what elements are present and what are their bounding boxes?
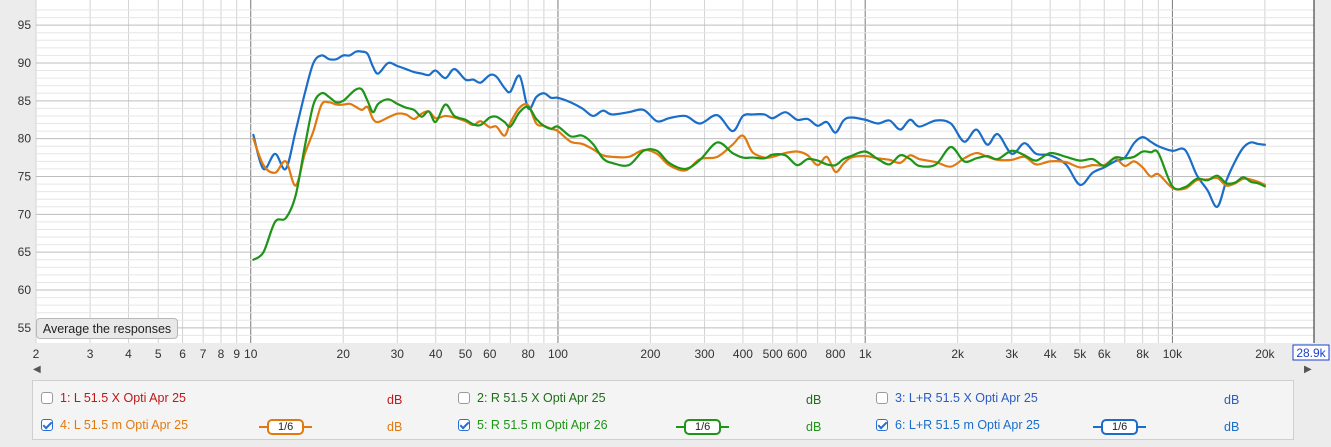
legend-unit-6: dB (1224, 420, 1240, 434)
scroll-left-icon[interactable]: ◀ (33, 364, 41, 375)
scroll-right-icon[interactable]: ▶ (1304, 364, 1312, 375)
legend-item-2[interactable]: 2: R 51.5 X Opti Apr 25 (458, 391, 606, 405)
legend-unit-1: dB (387, 393, 403, 407)
plot-area (36, 0, 1314, 343)
x-tick-label: 500 (763, 347, 783, 361)
legend-label-4: 4: L 51.5 m Opti Apr 25 (60, 418, 189, 432)
x-tick-label: 10k (1163, 347, 1183, 361)
legend-item-3[interactable]: 3: L+R 51.5 X Opti Apr 25 (876, 391, 1038, 405)
y-tick-label: 90 (18, 56, 32, 70)
x-tick-label: 6k (1098, 347, 1112, 361)
legend-item-1[interactable]: 1: L 51.5 X Opti Apr 25 (41, 391, 186, 405)
y-tick-label: 95 (18, 18, 32, 32)
legend-label-2: 2: R 51.5 X Opti Apr 25 (477, 391, 606, 405)
x-tick-label: 50 (459, 347, 473, 361)
x-tick-label: 2k (951, 347, 965, 361)
frequency-response-chart[interactable]: 55 60 65 70 75 80 85 90 95 2 3 4 5 6 7 8 9 10 20 30 40 50 60 80… (0, 0, 1331, 380)
x-tick-label: 600 (787, 347, 807, 361)
legend-unit-3: dB (1224, 393, 1240, 407)
legend-item-5[interactable]: 5: R 51.5 m Opti Apr 26 (458, 418, 608, 432)
legend-unit-2: dB (806, 393, 822, 407)
y-tick-label: 85 (18, 94, 32, 108)
legend-label-1: 1: L 51.5 X Opti Apr 25 (60, 391, 187, 405)
x-tick-label: 400 (733, 347, 753, 361)
series-line-1 (252, 50, 1266, 208)
legend-panel: 1: L 51.5 X Opti Apr 25 dB 2: R 51.5 X O… (32, 380, 1294, 440)
legend-item-4[interactable]: 4: L 51.5 m Opti Apr 25 (41, 418, 188, 432)
x-tick-label: 60 (483, 347, 497, 361)
x-tick-label: 800 (825, 347, 845, 361)
x-tick-label: 30 (391, 347, 405, 361)
x-tick-label: 10 (244, 347, 258, 361)
x-tick-label: 7 (200, 347, 207, 361)
checkbox-3[interactable] (876, 392, 888, 404)
y-tick-label: 80 (18, 132, 32, 146)
y-tick-label: 65 (18, 245, 32, 259)
y-tick-label: 75 (18, 170, 32, 184)
x-tick-label: 20 (337, 347, 351, 361)
legend-label-5: 5: R 51.5 m Opti Apr 26 (477, 418, 608, 432)
x-tick-label: 8 (218, 347, 225, 361)
x-tick-label: 100 (548, 347, 568, 361)
x-tick-label: 20k (1255, 347, 1275, 361)
smoothing-value-6: 1/6 (1101, 419, 1139, 435)
average-responses-button[interactable]: Average the responses (36, 318, 178, 339)
x-tick-label: 4k (1044, 347, 1058, 361)
x-tick-label: 8k (1136, 347, 1150, 361)
checkbox-5[interactable] (458, 419, 470, 431)
x-tick-label: 9 (233, 347, 240, 361)
y-tick-label: 55 (18, 321, 32, 335)
legend-label-3: 3: L+R 51.5 X Opti Apr 25 (895, 391, 1038, 405)
checkbox-1[interactable] (41, 392, 53, 404)
x-tick-label: 2 (33, 347, 40, 361)
legend-unit-5: dB (806, 420, 822, 434)
x-end-box (1292, 344, 1330, 361)
smoothing-button-6[interactable]: 1/6 (1093, 418, 1147, 436)
x-tick-label: 5k (1074, 347, 1088, 361)
x-tick-label: 1k (859, 347, 873, 361)
smoothing-value-4: 1/6 (267, 419, 305, 435)
x-tick-label: 300 (695, 347, 715, 361)
checkbox-4[interactable] (41, 419, 53, 431)
checkbox-2[interactable] (458, 392, 470, 404)
x-tick-label: 40 (429, 347, 443, 361)
checkbox-6[interactable] (876, 419, 888, 431)
y-tick-label: 70 (18, 207, 32, 221)
x-tick-label: 3k (1005, 347, 1019, 361)
x-tick-label: 3 (87, 347, 94, 361)
x-tick-label: 4 (125, 347, 132, 361)
legend-item-6[interactable]: 6: L+R 51.5 m Opti Apr 25 (876, 418, 1040, 432)
smoothing-value-5: 1/6 (684, 419, 722, 435)
x-end-label: 28.9k (1296, 346, 1326, 360)
y-tick-label: 60 (18, 283, 32, 297)
legend-label-6: 6: L+R 51.5 m Opti Apr 25 (895, 418, 1040, 432)
series-line-3 (252, 87, 1266, 261)
smoothing-button-5[interactable]: 1/6 (676, 418, 730, 436)
x-tick-label: 5 (155, 347, 162, 361)
x-tick-label: 6 (179, 347, 186, 361)
smoothing-button-4[interactable]: 1/6 (259, 418, 313, 436)
legend-unit-4: dB (387, 420, 403, 434)
x-tick-label: 80 (522, 347, 536, 361)
x-tick-label: 200 (640, 347, 660, 361)
